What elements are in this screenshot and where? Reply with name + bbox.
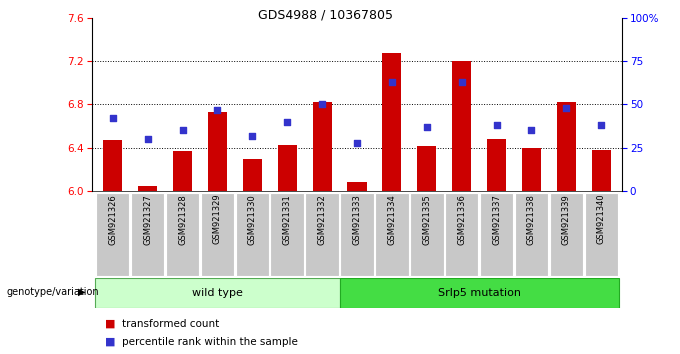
Point — [282, 119, 292, 125]
Text: ■: ■ — [105, 337, 116, 347]
Bar — [592, 150, 611, 191]
Point — [386, 79, 397, 85]
Text: GSM921327: GSM921327 — [143, 194, 152, 245]
Text: GSM921330: GSM921330 — [248, 194, 257, 245]
Bar — [585, 193, 618, 276]
Text: GSM921340: GSM921340 — [597, 194, 606, 244]
Bar — [305, 193, 339, 276]
Text: GDS4988 / 10367805: GDS4988 / 10367805 — [258, 9, 394, 22]
Point — [491, 122, 502, 128]
Bar — [131, 193, 165, 276]
Point — [456, 79, 467, 85]
Bar — [382, 53, 401, 191]
Bar — [313, 102, 332, 191]
Bar — [201, 193, 234, 276]
Bar — [166, 193, 199, 276]
Bar — [549, 193, 583, 276]
Point — [142, 136, 153, 142]
Bar — [480, 193, 513, 276]
Bar — [95, 278, 339, 308]
Point — [177, 127, 188, 133]
Bar — [271, 193, 304, 276]
Point — [212, 107, 223, 113]
Bar — [515, 193, 548, 276]
Bar — [235, 193, 269, 276]
Point — [561, 105, 572, 111]
Bar — [522, 148, 541, 191]
Text: ▶: ▶ — [78, 287, 85, 297]
Bar — [173, 151, 192, 191]
Point — [526, 127, 537, 133]
Bar — [208, 112, 227, 191]
Text: Srlp5 mutation: Srlp5 mutation — [438, 288, 521, 298]
Bar — [487, 139, 506, 191]
Text: genotype/variation: genotype/variation — [7, 287, 99, 297]
Text: GSM921331: GSM921331 — [283, 194, 292, 245]
Text: GSM921336: GSM921336 — [457, 194, 466, 245]
Bar — [410, 193, 443, 276]
Bar — [339, 278, 619, 308]
Point — [317, 102, 328, 107]
Text: GSM921334: GSM921334 — [388, 194, 396, 245]
Text: GSM921338: GSM921338 — [527, 194, 536, 245]
Point — [422, 124, 432, 130]
Bar — [103, 140, 122, 191]
Text: wild type: wild type — [192, 288, 243, 298]
Bar — [347, 182, 367, 191]
Bar — [452, 61, 471, 191]
Text: ■: ■ — [105, 319, 116, 329]
Text: GSM921332: GSM921332 — [318, 194, 326, 245]
Text: GSM921326: GSM921326 — [108, 194, 117, 245]
Bar — [375, 193, 409, 276]
Text: percentile rank within the sample: percentile rank within the sample — [122, 337, 299, 347]
Text: GSM921335: GSM921335 — [422, 194, 431, 245]
Point — [107, 115, 118, 121]
Text: transformed count: transformed count — [122, 319, 220, 329]
Point — [247, 133, 258, 138]
Bar — [138, 186, 157, 191]
Bar — [557, 102, 576, 191]
Bar — [96, 193, 129, 276]
Point — [596, 122, 607, 128]
Text: GSM921339: GSM921339 — [562, 194, 571, 245]
Text: GSM921337: GSM921337 — [492, 194, 501, 245]
Point — [352, 140, 362, 145]
Bar — [418, 145, 437, 191]
Bar — [445, 193, 479, 276]
Text: GSM921333: GSM921333 — [352, 194, 362, 245]
Text: GSM921329: GSM921329 — [213, 194, 222, 244]
Bar — [277, 144, 296, 191]
Bar — [243, 159, 262, 191]
Bar — [340, 193, 374, 276]
Text: GSM921328: GSM921328 — [178, 194, 187, 245]
